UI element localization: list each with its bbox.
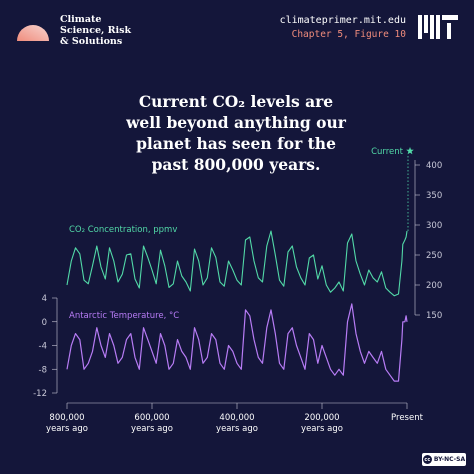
co2-series-line [66,230,408,297]
temperature-series-label: Antarctic Temperature, °C [69,311,179,321]
left-axis-tick-label: -12 [33,389,47,399]
right-axis-tick-label: 250 [426,251,442,261]
right-axis-tick-label: 400 [426,161,442,171]
headline-line: past 800,000 years. [151,155,321,174]
half-sun-logo-icon [17,25,49,41]
x-axis-tick-label: 600,000 [134,413,169,423]
x-axis-tick-label: years ago [131,424,173,434]
left-axis-tick-label: -8 [39,365,47,375]
headline-line: planet has seen for the [136,134,336,153]
x-axis-tick-label: years ago [216,424,258,434]
creative-commons-icon: cc [422,455,432,464]
headline-line: well beyond anything our [126,113,346,132]
headline: Current CO₂ levels are well beyond anyth… [105,91,367,175]
right-axis-tick-label: 150 [426,311,442,321]
license-badge[interactable]: cc BY-NC-SA [422,453,466,466]
brand-name: Climate Science, Risk & Solutions [60,14,132,47]
x-axis-tick-label: Present [391,413,424,423]
right-axis-tick-label: 200 [426,281,442,291]
x-axis-tick-label: years ago [301,424,343,434]
co2-series-label: CO₂ Concentration, ppmv [69,225,177,235]
figure-reference: Chapter 5, Figure 10 [291,29,406,40]
x-axis-tick-label: 800,000 [49,413,84,423]
mit-logo-icon [418,15,458,39]
x-axis-tick-label: 200,000 [304,413,339,423]
temperature-series-line [66,303,408,382]
star-icon [406,147,414,155]
left-axis-tick-label: 0 [42,318,47,328]
current-label: Current [371,147,404,157]
headline-line: Current CO₂ levels are [138,92,334,111]
license-label: BY-NC-SA [433,456,466,463]
left-axis-tick-label: 4 [42,294,47,304]
x-axis-tick-label: 400,000 [219,413,254,423]
right-axis-tick-label: 350 [426,191,442,201]
x-axis-tick-label: years ago [46,424,88,434]
site-url[interactable]: climateprimer.mit.edu [279,15,406,26]
left-axis-tick-label: -4 [39,342,47,352]
right-axis-tick-label: 300 [426,221,442,231]
